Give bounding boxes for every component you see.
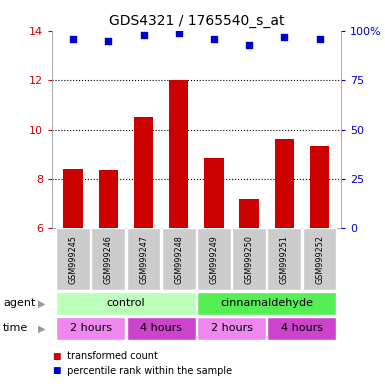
Text: GSM999250: GSM999250 [245,235,254,284]
Text: GSM999245: GSM999245 [69,235,78,284]
Point [211,36,217,42]
Bar [134,117,153,228]
Bar [56,228,90,290]
Text: GSM999252: GSM999252 [315,235,324,284]
Bar [197,292,336,314]
Text: 2 hours: 2 hours [211,323,253,333]
Point [281,33,288,40]
Point [141,31,147,38]
Text: GSM999249: GSM999249 [209,235,218,284]
Text: GSM999251: GSM999251 [280,235,289,284]
Text: time: time [3,323,28,333]
Bar [127,317,196,339]
Bar [127,228,161,290]
Text: ■: ■ [52,352,60,361]
Bar [91,228,125,290]
Text: percentile rank within the sample: percentile rank within the sample [64,366,232,376]
Text: GSM999248: GSM999248 [174,235,183,283]
Bar [232,228,266,290]
Text: cinnamaldehyde: cinnamaldehyde [220,298,313,308]
Text: 4 hours: 4 hours [281,323,323,333]
Bar [204,158,224,228]
Text: transformed count: transformed count [64,351,157,361]
Bar [310,146,329,228]
Bar [275,139,294,228]
Point [246,41,252,48]
Bar [268,228,301,290]
Point [70,36,76,42]
Text: ▶: ▶ [38,323,45,333]
Text: ▶: ▶ [38,298,45,308]
Bar [303,228,336,290]
Text: GSM999247: GSM999247 [139,235,148,284]
Bar [169,80,188,228]
Bar [99,170,118,228]
Point [176,30,182,36]
Title: GDS4321 / 1765540_s_at: GDS4321 / 1765540_s_at [109,14,284,28]
Point [105,38,111,44]
Bar [268,317,336,339]
Bar [56,292,196,314]
Text: 2 hours: 2 hours [70,323,112,333]
Text: control: control [107,298,145,308]
Text: GSM999246: GSM999246 [104,235,113,283]
Point [316,36,323,42]
Bar [197,228,231,290]
Bar [64,169,83,228]
Text: 4 hours: 4 hours [140,323,182,333]
Text: ■: ■ [52,366,60,376]
Bar [56,317,125,339]
Bar [197,317,266,339]
Bar [239,199,259,228]
Bar [162,228,196,290]
Text: agent: agent [3,298,35,308]
